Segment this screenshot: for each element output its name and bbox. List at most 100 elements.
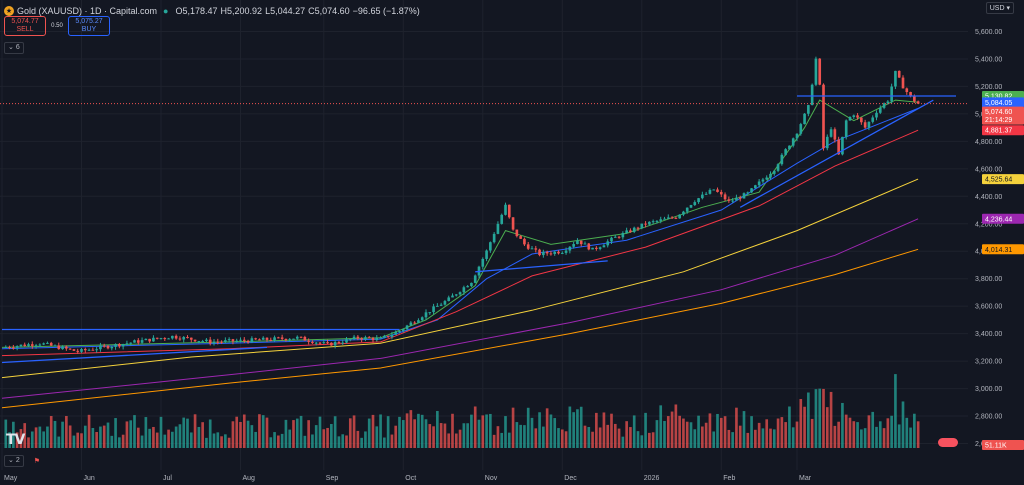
alert-flag-icon[interactable]: ⚑ — [33, 458, 41, 465]
candle-body — [167, 338, 170, 340]
ohlc-low: L5,044.27 — [265, 6, 306, 16]
gold-symbol-icon: ★ — [4, 6, 14, 16]
candle-body — [212, 341, 216, 344]
volume-bar — [87, 414, 91, 448]
candle-body — [258, 339, 261, 341]
flag-events-icon[interactable] — [938, 438, 958, 447]
volume-bar — [492, 434, 496, 448]
candle-body — [136, 340, 140, 343]
candle-body — [530, 248, 534, 250]
volume-bar — [383, 437, 386, 448]
candle-body — [519, 236, 522, 239]
volume-bar — [780, 417, 784, 448]
candle-body — [121, 344, 125, 347]
candle-body — [303, 336, 307, 341]
volume-bar — [670, 411, 674, 448]
tradingview-logo[interactable]: TV — [6, 432, 25, 448]
candle-body — [171, 335, 174, 339]
volume-bar — [34, 427, 38, 448]
ohlc-change: −96.65 (−1.87%) — [352, 6, 420, 16]
volume-bar — [61, 421, 64, 448]
candle-body — [375, 337, 379, 341]
volume-bar — [405, 413, 409, 448]
price-axis[interactable]: 2,600.002,800.003,000.003,200.003,400.00… — [968, 0, 1024, 470]
volume-bar — [655, 420, 659, 448]
candle-body — [807, 105, 810, 114]
candle-body — [129, 342, 133, 344]
candle-body — [186, 337, 189, 339]
volume-bar — [837, 421, 840, 448]
candle-body — [413, 322, 416, 324]
candle-body — [818, 58, 822, 85]
candle-body — [15, 346, 19, 348]
volume-pane-header: ⌄ 2 ⚑ — [4, 455, 40, 467]
ma-purple-badge-bg — [982, 213, 1024, 224]
trendlines[interactable] — [0, 95, 968, 364]
candle-body — [269, 339, 273, 341]
ma-blue-badge-bg — [982, 97, 1024, 108]
symbol-title[interactable]: Gold (XAUUSD) · 1D · Capital.com — [17, 6, 158, 16]
candle-body — [155, 337, 159, 339]
candle-body — [776, 164, 780, 171]
candle-body — [492, 233, 496, 243]
time-axis[interactable]: May Jun Jul Aug Sep Oct Nov Dec 2026 Feb Mar — [0, 470, 1024, 485]
candle-body — [424, 312, 428, 318]
candle-body — [53, 345, 57, 347]
candle-body — [769, 173, 772, 178]
candle-body — [723, 194, 727, 200]
volume-bar — [386, 416, 390, 448]
candle-body — [500, 214, 504, 224]
price-axis-background — [968, 0, 1024, 470]
volume-bar — [451, 413, 454, 448]
candle-body — [19, 344, 23, 347]
symbol-header: ★ Gold (XAUUSD) · 1D · Capital.com ● O5,… — [4, 4, 420, 18]
trendline — [739, 99, 934, 208]
candle-body — [91, 349, 95, 351]
price-tick-label: 3,400.00 — [975, 331, 1002, 338]
candle-body — [205, 339, 208, 342]
volume-bar — [398, 416, 401, 448]
candle-body — [579, 240, 583, 245]
volume-bar — [341, 434, 345, 448]
candle-body — [398, 331, 401, 333]
candle-body — [685, 207, 689, 212]
volume-bar — [765, 419, 769, 448]
volume-pane-toggle[interactable]: ⌄ 2 — [4, 455, 24, 467]
volume-bar — [784, 422, 787, 448]
candle-body — [239, 339, 242, 341]
candle-body — [87, 349, 91, 351]
volume-bar — [23, 423, 27, 448]
volume-bar — [844, 414, 848, 448]
candle-body — [65, 346, 68, 349]
candle-body — [201, 341, 204, 343]
currency-select[interactable]: USD ▾ — [985, 2, 1014, 14]
candle-body — [803, 113, 806, 125]
candle-body — [473, 275, 477, 283]
volume-bar — [829, 391, 833, 448]
candle-body — [799, 124, 803, 134]
indicators-toggle[interactable]: ⌄ 6 — [4, 42, 24, 54]
volume-bar — [814, 389, 818, 448]
candle-body — [277, 337, 280, 339]
candle-body — [38, 344, 42, 346]
candle-body — [12, 347, 15, 349]
volume-bar — [553, 418, 557, 448]
volume-bar — [439, 423, 443, 448]
candle-body — [466, 286, 469, 288]
volume-bar — [621, 436, 625, 448]
candle-body — [860, 117, 863, 123]
volume-bar — [542, 426, 545, 448]
sell-button[interactable]: 5,074.77 SELL — [4, 16, 46, 36]
volume-bar — [295, 418, 299, 448]
volume-bar — [693, 429, 697, 448]
candle-body — [610, 237, 613, 242]
buy-button[interactable]: 5,075.27 BUY — [68, 16, 110, 36]
price-tick-label: 5,200.00 — [975, 84, 1002, 91]
volume-bar — [333, 416, 337, 448]
candle-body — [765, 177, 769, 180]
candle-body — [897, 70, 901, 78]
volume-bar — [481, 415, 485, 448]
candle-body — [576, 240, 579, 245]
volume-bar — [83, 425, 87, 448]
